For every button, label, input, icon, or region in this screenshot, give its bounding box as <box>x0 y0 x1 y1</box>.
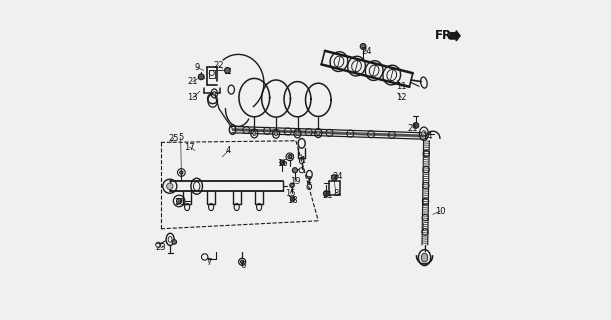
Text: 14: 14 <box>422 132 433 140</box>
Text: 6: 6 <box>240 261 246 270</box>
Ellipse shape <box>296 132 299 136</box>
Text: 10: 10 <box>434 207 445 216</box>
Circle shape <box>172 240 177 244</box>
Ellipse shape <box>213 92 216 95</box>
Circle shape <box>199 74 204 80</box>
Text: 25: 25 <box>169 134 179 143</box>
Text: 18: 18 <box>287 196 298 204</box>
Circle shape <box>167 183 173 189</box>
Circle shape <box>224 68 230 73</box>
Text: 24: 24 <box>362 47 372 56</box>
Text: 21: 21 <box>408 124 419 132</box>
Text: 24: 24 <box>332 172 343 180</box>
Circle shape <box>290 183 295 188</box>
Text: 22: 22 <box>213 61 224 70</box>
Text: FR.: FR. <box>435 29 457 42</box>
Circle shape <box>241 260 244 263</box>
Text: 8: 8 <box>333 189 338 198</box>
Circle shape <box>180 171 183 174</box>
Text: 9: 9 <box>194 63 199 72</box>
Circle shape <box>293 168 298 173</box>
Ellipse shape <box>274 132 277 136</box>
Text: 5: 5 <box>178 133 183 142</box>
Text: 1: 1 <box>299 156 305 164</box>
Ellipse shape <box>422 253 428 262</box>
Ellipse shape <box>253 132 256 136</box>
Ellipse shape <box>422 131 426 137</box>
Ellipse shape <box>316 131 320 135</box>
Circle shape <box>323 191 329 196</box>
Text: 19: 19 <box>290 177 301 186</box>
Text: 17: 17 <box>185 143 195 152</box>
Circle shape <box>177 198 181 204</box>
Circle shape <box>290 197 295 201</box>
Text: 13: 13 <box>188 93 198 102</box>
Circle shape <box>331 175 337 180</box>
Circle shape <box>413 123 419 128</box>
Circle shape <box>360 44 366 49</box>
Text: 15: 15 <box>285 189 295 198</box>
Circle shape <box>288 155 291 159</box>
Text: 12: 12 <box>397 93 407 102</box>
Text: 7: 7 <box>206 258 211 267</box>
Text: 21: 21 <box>323 191 333 200</box>
Text: 3: 3 <box>287 154 292 163</box>
Text: 16: 16 <box>277 159 287 168</box>
Text: 20: 20 <box>174 198 185 207</box>
Text: 4: 4 <box>226 146 232 155</box>
Circle shape <box>280 160 285 165</box>
FancyArrow shape <box>450 31 460 41</box>
Text: 2: 2 <box>306 176 312 185</box>
Text: 11: 11 <box>397 82 407 91</box>
Text: 23: 23 <box>156 244 166 252</box>
Text: 21: 21 <box>188 77 198 86</box>
